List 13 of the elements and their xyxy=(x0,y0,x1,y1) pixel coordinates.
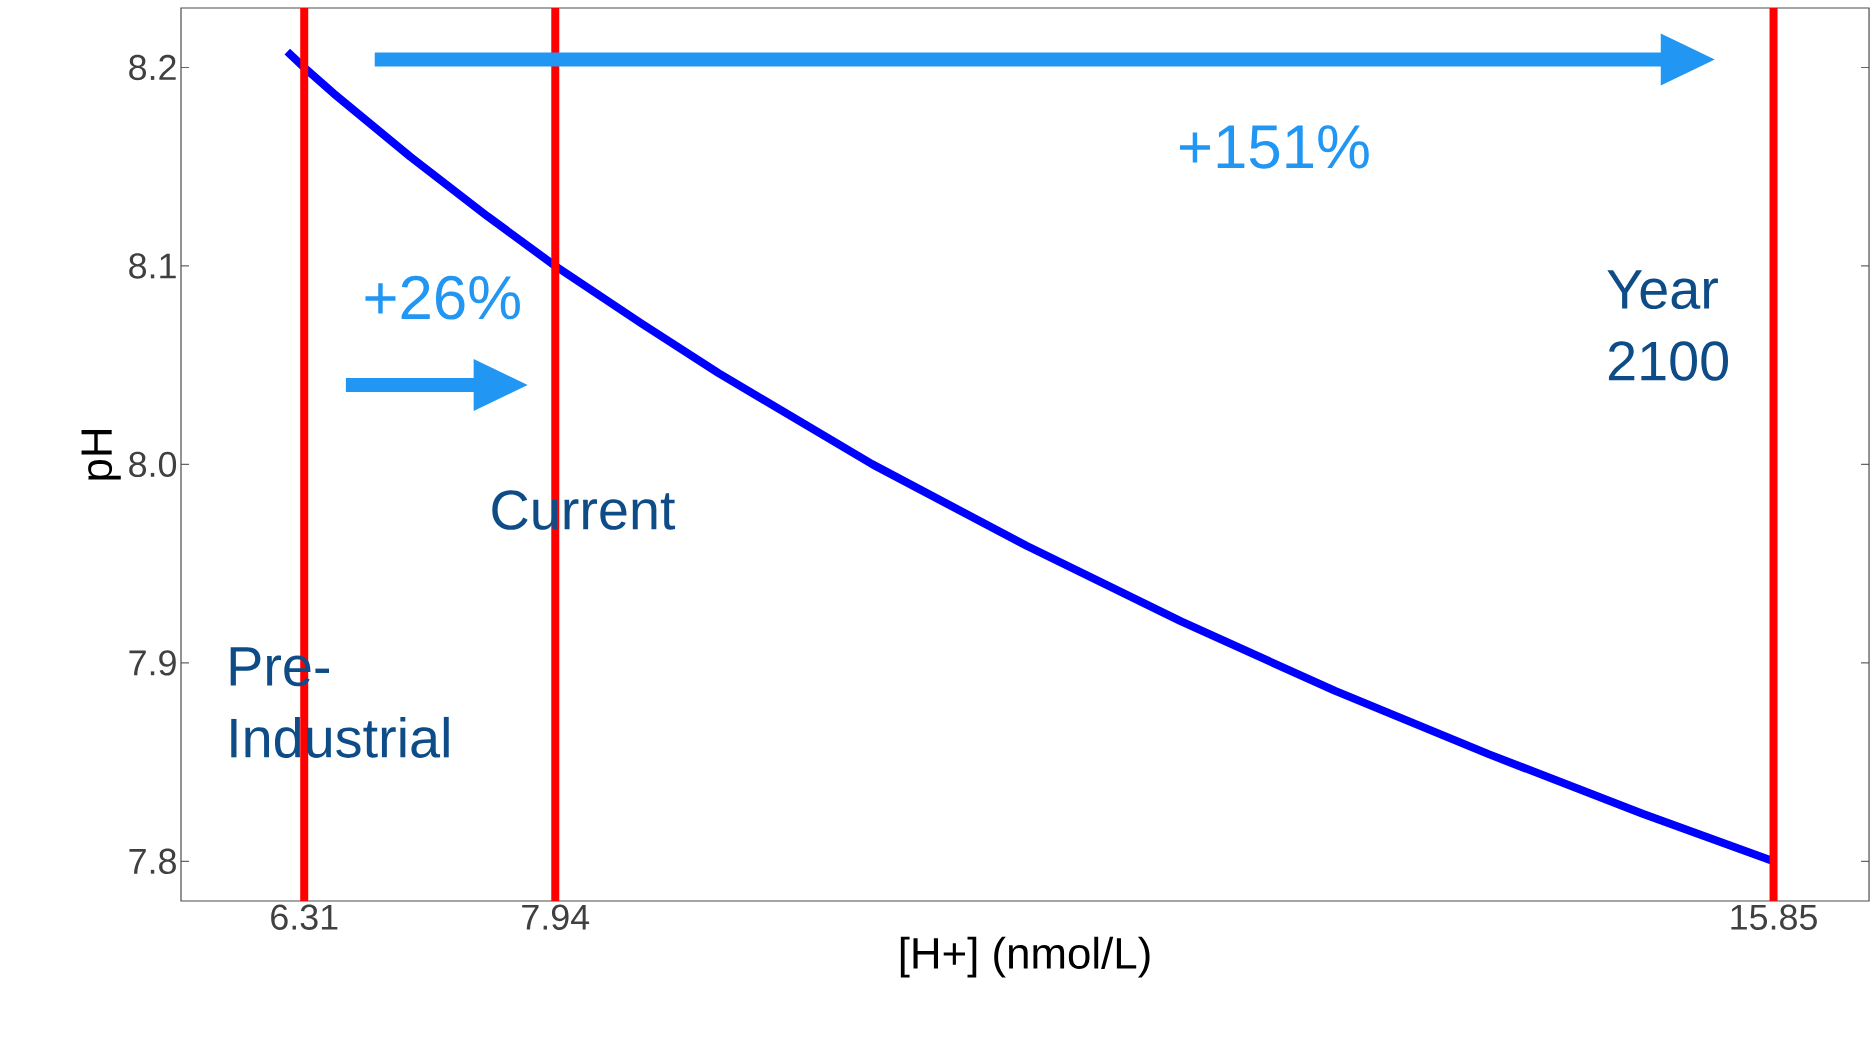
y-tick-label: 8.2 xyxy=(129,54,176,81)
annotation: +26% xyxy=(365,275,520,320)
x-tick-label: 7.94 xyxy=(522,904,590,930)
x-tick-label: 6.31 xyxy=(271,904,338,930)
annotation: +151% xyxy=(1179,125,1369,169)
y-tick-label: 7.9 xyxy=(129,650,176,676)
x-tick-label: 15.85 xyxy=(1731,904,1817,930)
y-tick-label: 8.0 xyxy=(129,451,177,478)
y-tick-label: 8.1 xyxy=(129,253,176,279)
y-axis-title: pH xyxy=(81,430,121,480)
ref-line-label: Year 2100 xyxy=(1607,270,1729,381)
x-axis-title: [H+] (nmol/L) xyxy=(900,936,1150,978)
y-tick-label: 7.8 xyxy=(129,848,176,874)
